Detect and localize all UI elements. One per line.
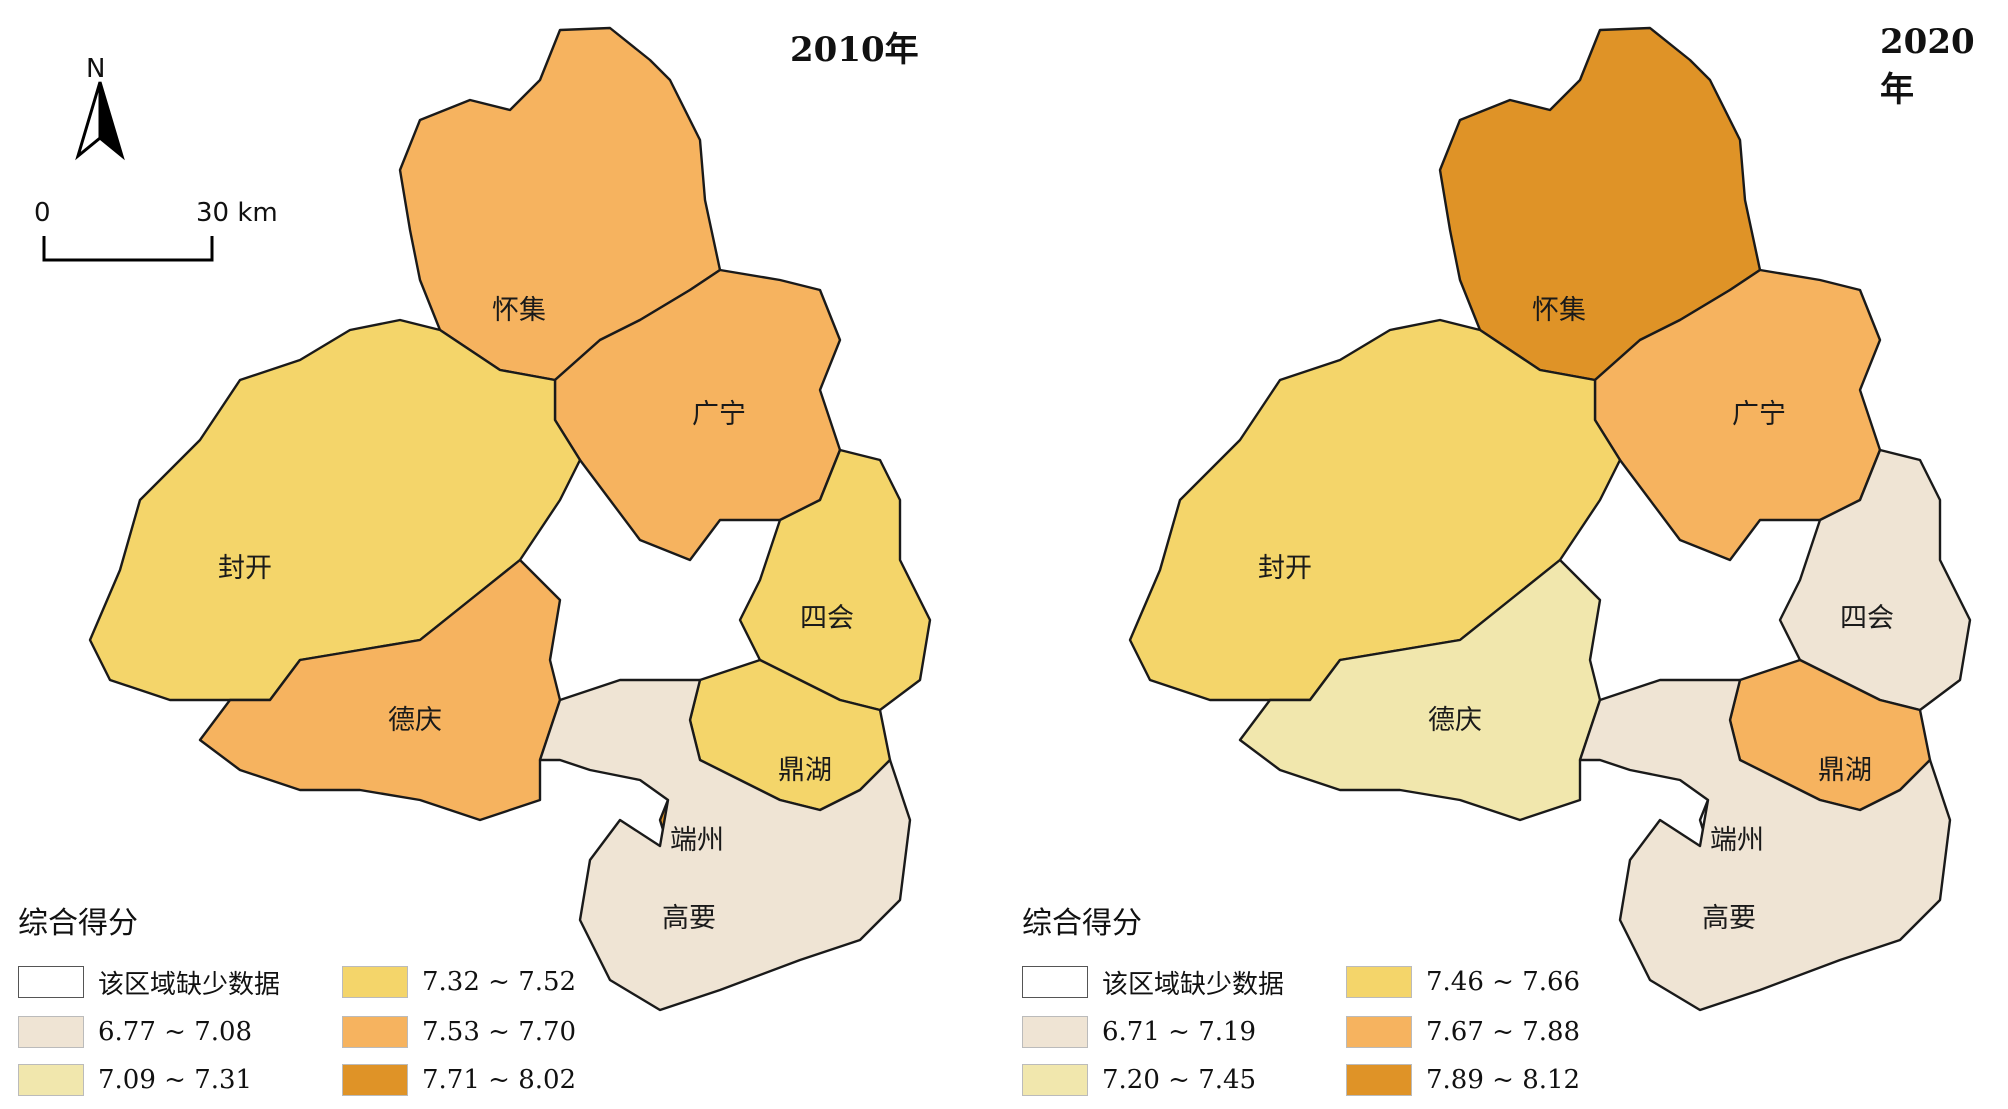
legend-title: 综合得分 [18, 906, 138, 941]
place-label-duanzhou: 端州 [670, 825, 724, 856]
scale-bar-icon [42, 236, 214, 262]
legend-label: 7.89 ~ 8.12 [1426, 1065, 1581, 1095]
legend-item: 7.09 ~ 7.31 [18, 1062, 252, 1098]
legend-label: 该区域缺少数据 [1102, 969, 1285, 1000]
map-legend: 综合得分 该区域缺少数据 6.77 ~ 7.08 7.09 ~ 7.31 7.3… [18, 898, 618, 1108]
legend-label: 6.77 ~ 7.08 [98, 1017, 253, 1047]
legend-item: 7.46 ~ 7.66 [1346, 964, 1580, 1000]
map-legend: 综合得分 该区域缺少数据 6.71 ~ 7.19 7.20 ~ 7.45 7.4… [1022, 898, 1622, 1108]
county-region [1578, 678, 1952, 1012]
legend-label: 7.71 ~ 8.02 [422, 1065, 577, 1095]
legend-label: 7.32 ~ 7.52 [422, 967, 577, 997]
place-label-fengkai: 封开 [218, 553, 272, 584]
legend-item: 7.32 ~ 7.52 [342, 964, 576, 1000]
place-label-sihui: 四会 [1840, 603, 1894, 634]
choropleth-map-2020 [1128, 26, 1972, 1012]
place-label-guangning: 广宁 [1732, 399, 1786, 430]
legend-label: 7.46 ~ 7.66 [1426, 967, 1581, 997]
legend-item: 7.71 ~ 8.02 [342, 1062, 576, 1098]
legend-swatch [18, 966, 84, 998]
place-label-huaiji: 怀集 [492, 295, 546, 326]
legend-label: 7.09 ~ 7.31 [98, 1065, 253, 1095]
legend-label: 6.71 ~ 7.19 [1102, 1017, 1257, 1047]
legend-item: 7.53 ~ 7.70 [342, 1014, 576, 1050]
map-panel-2020: 2020年 怀集 广宁 封开 四会 德庆 鼎湖 端州 高要 综合得分 该区域缺少… [1004, 0, 2008, 1109]
map-year-title: 2010年 [790, 30, 919, 70]
choropleth-map-2010 [88, 26, 932, 1012]
legend-label: 该区域缺少数据 [98, 969, 281, 1000]
place-label-gaoyao: 高要 [1702, 903, 1756, 934]
legend-swatch [1346, 1016, 1412, 1048]
legend-swatch [1022, 1064, 1088, 1096]
legend-swatch [18, 1064, 84, 1096]
place-label-sihui: 四会 [800, 603, 854, 634]
legend-label: 7.67 ~ 7.88 [1426, 1017, 1581, 1047]
north-arrow-icon [75, 81, 125, 161]
legend-item: 7.89 ~ 8.12 [1346, 1062, 1580, 1098]
place-label-dinghu: 鼎湖 [778, 755, 832, 786]
place-label-duanzhou: 端州 [1710, 825, 1764, 856]
legend-swatch [342, 1064, 408, 1096]
place-label-huaiji: 怀集 [1532, 295, 1586, 326]
north-label: N [86, 54, 106, 84]
county-region [538, 678, 912, 1012]
legend-item-nodata: 该区域缺少数据 [1022, 964, 1284, 1000]
legend-label: 7.53 ~ 7.70 [422, 1017, 577, 1047]
scale-end-label: 30 km [196, 198, 278, 228]
legend-swatch [342, 966, 408, 998]
legend-item: 7.20 ~ 7.45 [1022, 1062, 1256, 1098]
map-panel-2010: 2010年 N 0 30 km 怀集 广宁 封开 四会 德庆 鼎湖 端州 高要 … [18, 26, 932, 1108]
legend-label: 7.20 ~ 7.45 [1102, 1065, 1257, 1095]
place-label-guangning: 广宁 [692, 399, 746, 430]
place-label-deqing: 德庆 [388, 705, 442, 736]
legend-title: 综合得分 [1022, 906, 1142, 941]
legend-swatch [1346, 1064, 1412, 1096]
place-label-deqing: 德庆 [1428, 705, 1482, 736]
legend-swatch [1022, 1016, 1088, 1048]
legend-swatch [18, 1016, 84, 1048]
legend-item: 7.67 ~ 7.88 [1346, 1014, 1580, 1050]
legend-swatch [1022, 966, 1088, 998]
place-label-fengkai: 封开 [1258, 553, 1312, 584]
legend-item-nodata: 该区域缺少数据 [18, 964, 280, 1000]
legend-swatch [342, 1016, 408, 1048]
legend-swatch [1346, 966, 1412, 998]
legend-item: 6.71 ~ 7.19 [1022, 1014, 1256, 1050]
place-label-dinghu: 鼎湖 [1818, 755, 1872, 786]
place-label-gaoyao: 高要 [662, 903, 716, 934]
map-year-title: 2020年 [1880, 22, 1975, 110]
legend-item: 6.77 ~ 7.08 [18, 1014, 252, 1050]
scale-start-label: 0 [34, 198, 51, 228]
